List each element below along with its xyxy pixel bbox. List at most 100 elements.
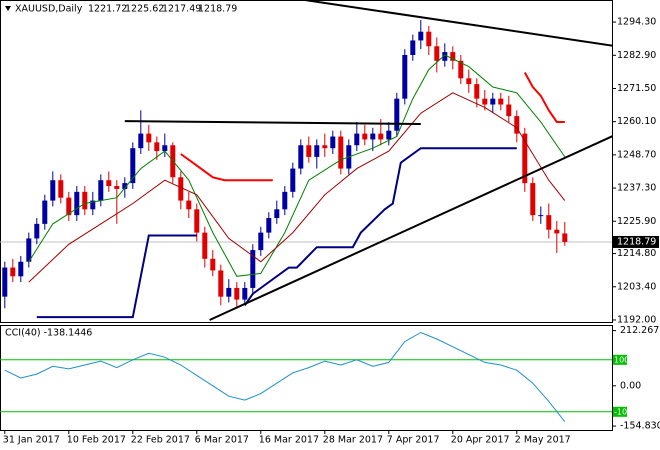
level-label-box	[613, 406, 627, 417]
level-label: -100	[614, 407, 632, 416]
y-tick-label: 0.00	[620, 380, 641, 391]
indicator-line	[523, 72, 565, 123]
candle-body	[218, 270, 224, 297]
x-tick-label: 31 Jan 2017	[3, 435, 60, 446]
candle-body	[282, 191, 288, 210]
y-tick-label: 1248.70	[617, 149, 656, 160]
candle-body	[114, 186, 120, 189]
candle-body	[274, 209, 280, 219]
candle-body	[178, 177, 184, 201]
candle-body	[42, 200, 48, 224]
indicator-line	[28, 92, 566, 283]
x-tick-label: 28 Mar 2017	[323, 435, 383, 446]
candle-body	[234, 287, 240, 300]
x-tick-label: 10 Feb 2017	[67, 435, 126, 446]
candle-body	[266, 218, 272, 233]
candle-body	[82, 191, 88, 210]
indicator-line	[36, 147, 517, 319]
candle-body	[146, 133, 152, 143]
y-tick-label: 212.267	[620, 325, 659, 336]
candle-body	[378, 133, 384, 140]
candle-body	[394, 98, 400, 131]
candle-body	[250, 250, 256, 288]
plot-area	[2, 1, 612, 321]
y-tick-label: 1294.30	[617, 17, 656, 28]
indicator-title: CCI(40) -138.1446	[5, 328, 92, 339]
indicator-line	[28, 54, 566, 277]
price-label-box	[613, 235, 659, 248]
candle-body	[106, 180, 112, 187]
low-value: 1217.49	[162, 4, 201, 15]
candle-body	[442, 52, 448, 61]
y-tick-label: 1282.90	[617, 50, 656, 61]
candle-body	[186, 200, 192, 210]
candle-body	[138, 133, 144, 149]
candle-body	[50, 180, 56, 201]
candle-body	[514, 116, 520, 134]
candle-body	[162, 145, 168, 152]
candle-body	[18, 261, 24, 277]
y-tick-label: 1271.50	[617, 83, 656, 94]
candle-body	[306, 145, 312, 157]
candle-body	[10, 267, 16, 277]
candle-body	[26, 238, 32, 262]
candle-body	[226, 287, 232, 297]
candle-body	[498, 98, 504, 105]
candle-body	[530, 183, 536, 216]
candle-body	[466, 78, 472, 85]
candle-body	[426, 31, 432, 47]
candle-body	[546, 215, 552, 230]
x-tick-label: 2 May 2017	[515, 435, 571, 446]
x-tick-label: 6 Mar 2017	[195, 435, 249, 446]
close-value: 1218.79	[198, 4, 237, 15]
candle-body	[330, 136, 336, 149]
candle-body	[506, 104, 512, 117]
indicator-line	[304, 1, 612, 47]
level-label: 100	[614, 355, 629, 364]
candle-body	[130, 148, 136, 184]
x-tick-label: 20 Apr 2017	[451, 435, 510, 446]
candle-body	[490, 98, 496, 105]
candle-body	[258, 232, 264, 251]
indicator-panel	[0, 325, 613, 431]
candle-body	[58, 180, 64, 198]
candle-body	[98, 180, 104, 201]
symbol-icon	[5, 6, 11, 11]
high-value: 1225.62	[125, 4, 164, 15]
candle-body	[298, 145, 304, 169]
candle-body	[482, 98, 488, 105]
open-value: 1221.72	[88, 4, 127, 15]
y-tick-label: 1260.10	[617, 116, 656, 127]
candle-body	[354, 133, 360, 146]
candle-body	[210, 258, 216, 271]
candle-body	[562, 233, 568, 242]
candle-body	[74, 191, 80, 216]
indicator-line	[209, 135, 612, 321]
indicator-line	[180, 153, 273, 182]
y-tick-label: 1214.80	[617, 248, 656, 259]
x-tick-label: 16 Mar 2017	[259, 435, 319, 446]
main-panel	[0, 0, 613, 323]
indicator-line	[124, 120, 421, 125]
candle-body	[202, 232, 208, 259]
candle-body	[290, 168, 296, 192]
y-tick-label: 1237.30	[617, 183, 656, 194]
candle-body	[122, 183, 128, 189]
candle-body	[410, 40, 416, 55]
candle-body	[386, 130, 392, 140]
x-tick-label: 7 Apr 2017	[387, 435, 440, 446]
candle-body	[90, 200, 96, 210]
symbol: XAUUSD,Daily	[15, 4, 83, 15]
candle-body	[554, 229, 560, 234]
candle-body	[34, 223, 40, 239]
y-tick-label: 1192.00	[617, 314, 656, 325]
candle-body	[322, 145, 328, 149]
candle-body	[458, 60, 464, 79]
y-tick-label: 1203.40	[617, 281, 656, 292]
y-tick-label: -154.830	[620, 421, 660, 432]
candle-body	[194, 209, 200, 233]
candle-body	[418, 31, 424, 41]
candle-body	[242, 287, 248, 300]
candle-body	[538, 215, 544, 217]
